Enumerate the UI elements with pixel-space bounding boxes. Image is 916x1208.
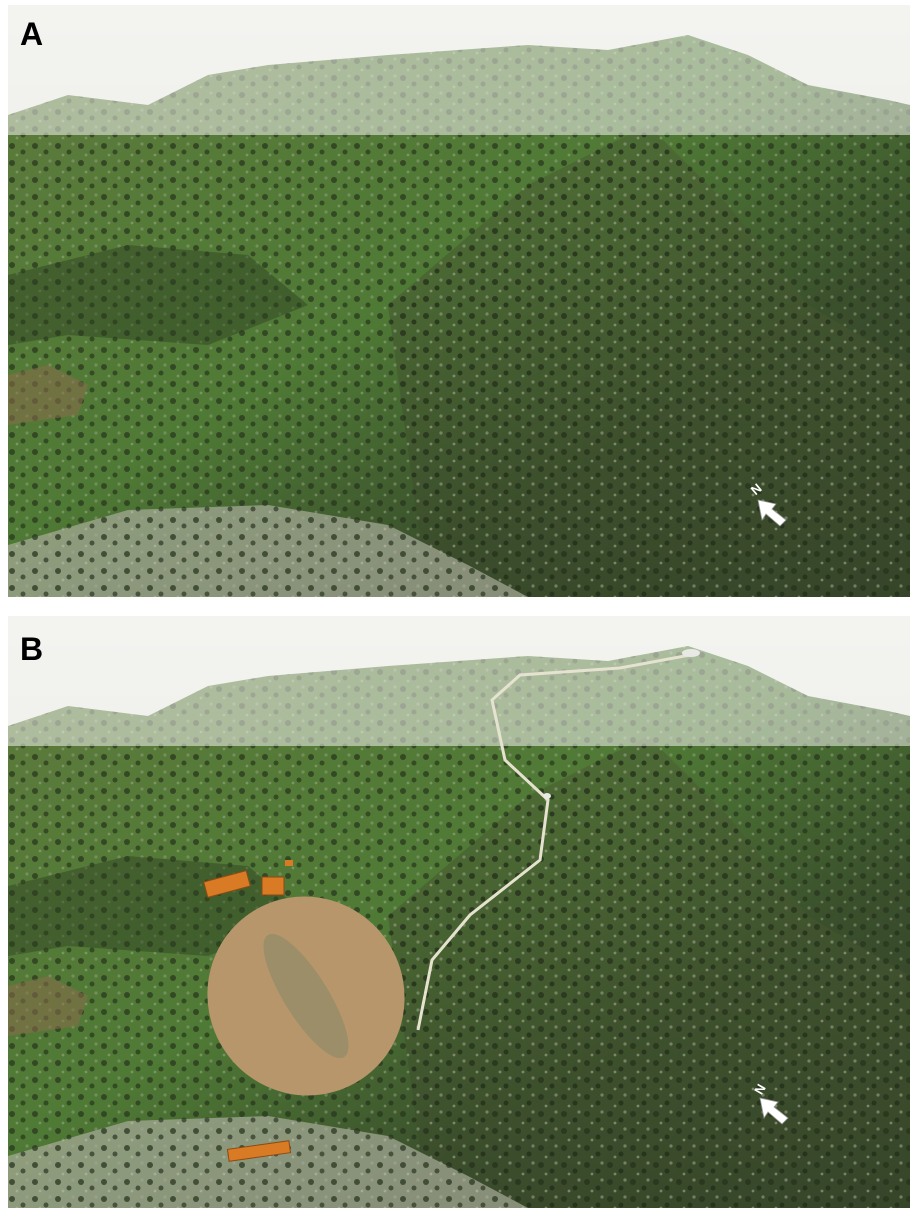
summit-marker — [682, 649, 700, 657]
figure: N A N B — [0, 0, 916, 1208]
panel-a: N A — [8, 5, 910, 597]
panel-label: A — [20, 16, 43, 52]
waypoint — [543, 793, 551, 799]
panel-label: B — [20, 631, 43, 667]
page: {"panels": [{"label": "A", "compass": "N… — [0, 0, 916, 1208]
landscape-image — [8, 616, 910, 1208]
building — [285, 860, 293, 866]
panel-b: N B — [8, 616, 910, 1208]
building — [262, 877, 284, 895]
landscape-image — [8, 5, 910, 597]
